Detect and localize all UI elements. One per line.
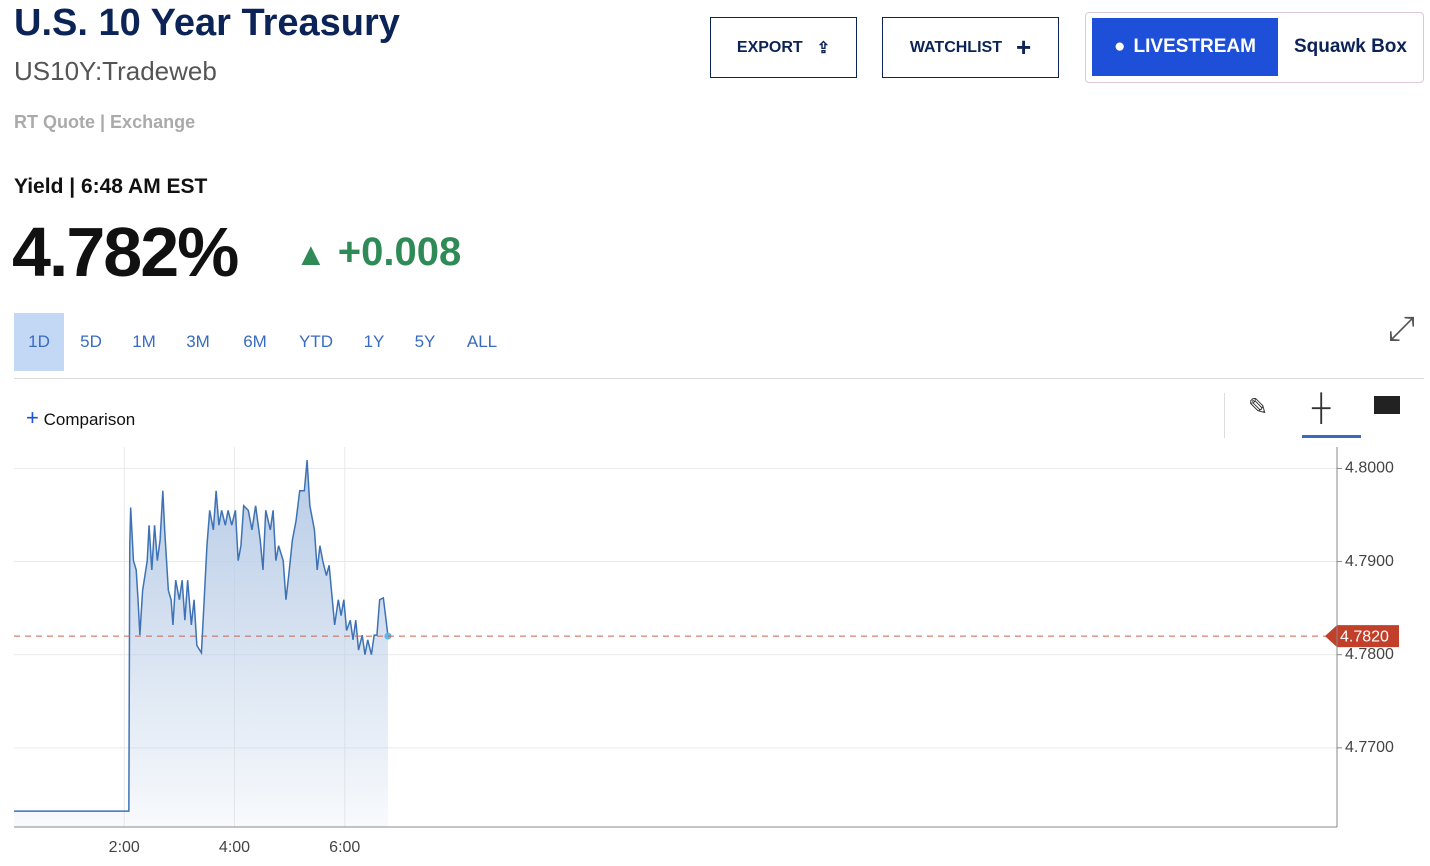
quote-label: Yield | 6:48 AM EST <box>14 175 208 198</box>
export-button[interactable]: EXPORT ⇪ <box>710 17 857 78</box>
range-tab[interactable]: 5Y <box>414 332 436 351</box>
range-tab[interactable]: 6M <box>243 332 267 351</box>
plus-icon: + <box>26 405 39 430</box>
draw-tool[interactable]: ✎ <box>1248 394 1269 421</box>
comparison-label: Comparison <box>43 410 136 429</box>
tool-divider <box>1224 393 1225 438</box>
expand-icon[interactable]: ⤢ <box>1388 310 1416 348</box>
y-tick-label: 4.8000 <box>1345 460 1394 477</box>
change-value: +0.008 <box>337 230 462 274</box>
quote-meta: RT Quote | Exchange <box>14 112 196 132</box>
up-arrow: ▲ <box>295 236 327 272</box>
live-dot: ● <box>1114 36 1126 57</box>
chart: 4.7700 4.7800 4.7900 4.8000 2:00 4:00 6:00 4.78… <box>14 447 1399 856</box>
tool-active <box>1302 435 1361 438</box>
livestream-label: LIVESTREAM <box>1133 36 1256 57</box>
last-point <box>384 632 392 640</box>
last-price-tag <box>1325 625 1399 648</box>
quote-type: RT Quote <box>14 112 95 132</box>
y-tick-label: 4.7700 <box>1345 739 1394 756</box>
area <box>14 460 388 827</box>
x-tick-label: 6:00 <box>329 839 360 856</box>
livestream-button[interactable]: ● LIVESTREAM <box>1092 18 1278 76</box>
export-icon: ⇪ <box>816 39 831 57</box>
range-tab[interactable]: 1M <box>132 332 156 351</box>
x-tick-label: 4:00 <box>219 839 250 856</box>
range-tab[interactable]: ALL <box>466 332 498 351</box>
quote-source: Exchange <box>110 112 196 132</box>
range-tab[interactable]: 1D <box>14 313 64 371</box>
symbol: US10Y:Tradeweb <box>14 56 217 86</box>
comparison[interactable]: + Comparison <box>26 405 135 431</box>
live-box <box>1085 12 1424 83</box>
plus-icon: + <box>1015 32 1032 62</box>
title: U.S. 10 Year Treasury <box>14 2 400 44</box>
last-price-label: 4.7820 <box>1340 628 1389 645</box>
y-tick-label: 4.7900 <box>1345 553 1394 570</box>
show-name[interactable]: Squawk Box <box>1294 36 1407 57</box>
line <box>14 459 389 812</box>
watchlist-label: WATCHLIST <box>909 38 1002 56</box>
y-tick-label: 4.7800 <box>1345 646 1394 663</box>
range-tab[interactable]: YTD <box>299 332 333 351</box>
x-tick-label: 2:00 <box>109 839 140 856</box>
watchlist-button[interactable]: WATCHLIST + <box>882 17 1059 78</box>
divider <box>14 378 1424 379</box>
price: 4.782% <box>12 213 239 291</box>
range-tab[interactable]: 3M <box>186 332 210 351</box>
change: ▲ +0.008 <box>295 230 461 275</box>
range-tab[interactable]: 5D <box>80 332 102 351</box>
comment-tool[interactable] <box>1374 396 1400 414</box>
export-label: EXPORT <box>736 38 803 56</box>
crosshair-tool[interactable]: ┼ <box>1312 392 1331 422</box>
range-tab[interactable]: 1Y <box>363 332 385 351</box>
